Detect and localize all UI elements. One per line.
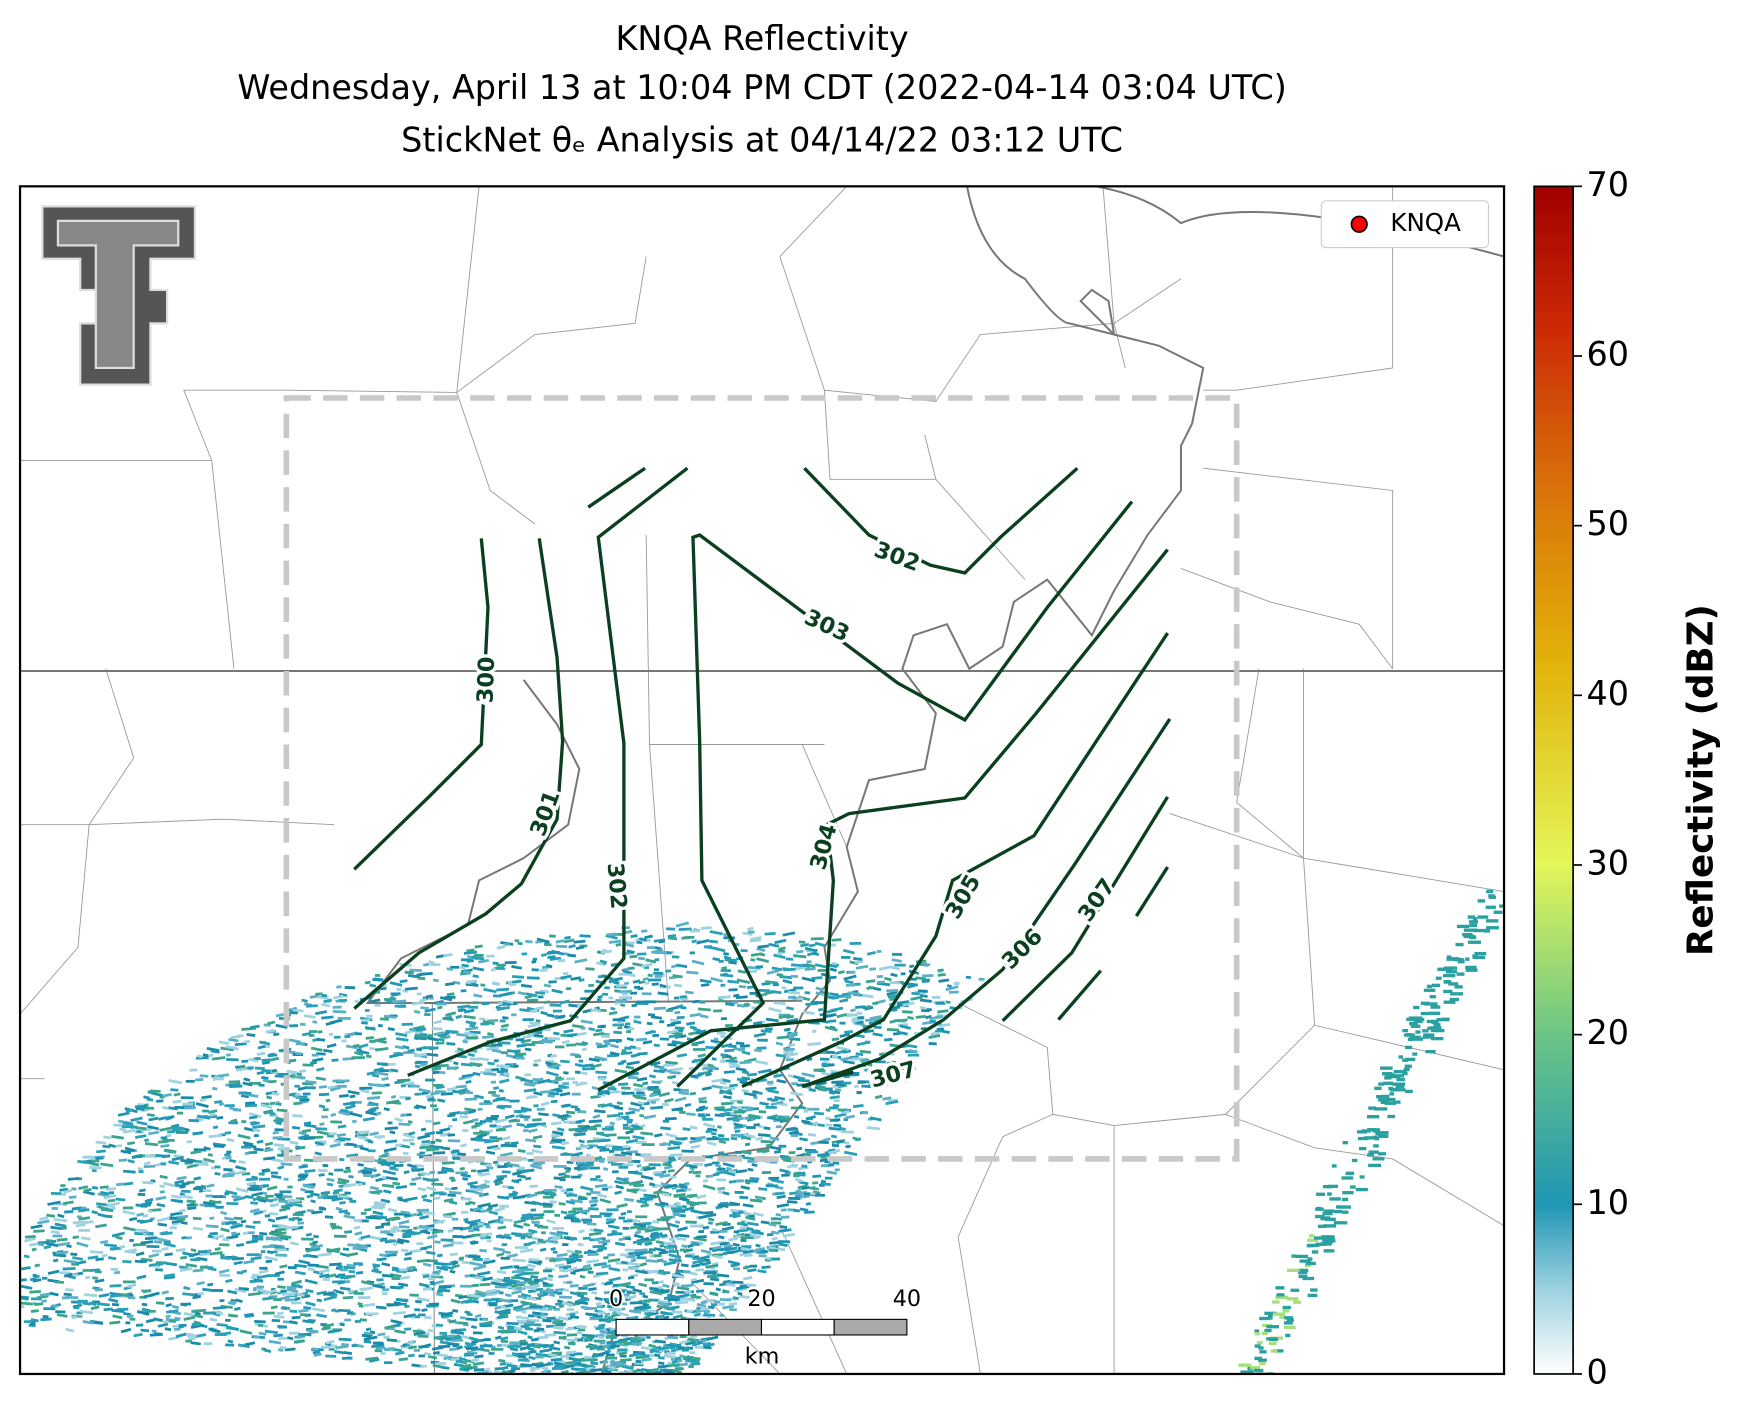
contour-label: 303 — [800, 604, 853, 647]
contour-label: 302 — [871, 537, 924, 577]
scale-segment — [689, 1319, 762, 1335]
scale-segment — [761, 1319, 834, 1335]
contour-label: 304 — [805, 821, 842, 873]
station-marker — [1351, 216, 1367, 232]
contour-label: 305 — [940, 870, 986, 923]
colorbar-tick-label: 70 — [1586, 165, 1629, 204]
colorbar-ticks: 0 10 20 30 40 50 60 70 — [1573, 165, 1629, 1392]
colorbar — [1534, 186, 1573, 1374]
scale-tick-label: 40 — [893, 1286, 921, 1312]
scale-bar: 0 20 40 km — [609, 1286, 921, 1370]
colorbar-tick-label: 50 — [1586, 504, 1629, 543]
scale-tick-label: 20 — [747, 1286, 775, 1312]
colorbar-label: Reflectivity (dBZ) — [1680, 604, 1721, 956]
contour-line — [677, 502, 1132, 1087]
colorbar-tick-label: 0 — [1586, 1352, 1607, 1391]
legend-label: KNQA — [1390, 208, 1461, 237]
colorbar-tick-label: 30 — [1586, 843, 1629, 882]
scale-segment — [616, 1319, 689, 1335]
contour-line — [1058, 971, 1100, 1020]
subtitle: Wednesday, April 13 at 10:04 PM CDT (202… — [237, 68, 1286, 107]
county-borders — [20, 186, 1504, 1374]
contour-line — [804, 468, 1077, 573]
title: KNQA Reflectivity — [615, 19, 908, 58]
colorbar-tick-label: 20 — [1586, 1013, 1629, 1052]
legend: KNQA — [1321, 201, 1488, 248]
contour-label: 300 — [473, 656, 501, 703]
logo — [42, 206, 195, 384]
colorbar-tick-label: 10 — [1586, 1183, 1629, 1222]
contour-line — [742, 633, 1168, 1086]
colorbar-tick-label: 60 — [1586, 334, 1629, 373]
scale-unit: km — [745, 1344, 780, 1370]
analysis-time: StickNet θₑ Analysis at 04/14/22 03:12 U… — [401, 120, 1123, 159]
contour-line — [1136, 867, 1167, 916]
scale-tick-label: 0 — [609, 1286, 623, 1312]
contour-line — [354, 538, 562, 1008]
analysis-domain — [286, 398, 1236, 1159]
state-borders — [20, 182, 1504, 1374]
scale-segment — [834, 1319, 907, 1335]
colorbar-tick-label: 40 — [1586, 674, 1629, 713]
map-frame — [20, 186, 1504, 1374]
contour-line — [354, 538, 488, 869]
contour-line — [588, 468, 645, 507]
contour-label: 302 — [602, 862, 632, 911]
